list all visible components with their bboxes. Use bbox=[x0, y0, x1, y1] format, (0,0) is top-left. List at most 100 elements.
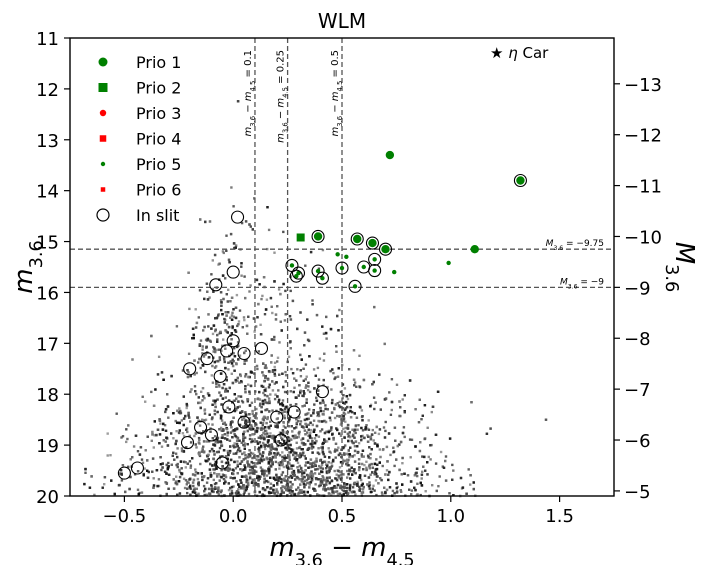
background-star bbox=[238, 354, 242, 357]
background-star bbox=[376, 475, 379, 478]
background-star bbox=[307, 447, 310, 450]
background-star bbox=[191, 473, 195, 476]
background-star bbox=[287, 489, 290, 492]
background-star bbox=[332, 491, 335, 495]
background-star bbox=[330, 426, 333, 429]
background-star bbox=[403, 411, 406, 414]
background-star bbox=[245, 485, 248, 489]
background-star bbox=[289, 443, 292, 447]
background-star bbox=[235, 490, 239, 493]
background-star bbox=[175, 439, 178, 443]
background-star bbox=[342, 459, 346, 463]
background-star bbox=[400, 490, 403, 493]
background-star bbox=[331, 368, 334, 371]
background-star bbox=[224, 329, 227, 332]
background-star bbox=[358, 466, 361, 469]
background-star bbox=[244, 466, 247, 469]
text-segment: − bbox=[323, 533, 361, 563]
background-star bbox=[230, 489, 234, 493]
legend-label: Prio 5 bbox=[136, 155, 181, 174]
background-star bbox=[258, 449, 261, 452]
background-star bbox=[255, 426, 259, 430]
background-star bbox=[223, 433, 227, 436]
background-star bbox=[225, 293, 228, 296]
background-star bbox=[337, 367, 340, 370]
background-star bbox=[189, 466, 192, 469]
background-star bbox=[335, 427, 338, 430]
background-star bbox=[261, 294, 264, 298]
data-point-in-slit bbox=[213, 369, 227, 383]
background-star bbox=[220, 444, 224, 447]
background-star bbox=[234, 246, 237, 249]
background-star bbox=[223, 482, 226, 485]
background-star bbox=[389, 453, 392, 457]
background-star bbox=[243, 444, 246, 447]
right-tick-label: −11 bbox=[624, 177, 662, 198]
background-star bbox=[273, 372, 276, 376]
background-star bbox=[384, 397, 388, 400]
background-star bbox=[310, 477, 314, 480]
background-star bbox=[249, 469, 252, 472]
background-star bbox=[228, 463, 231, 467]
background-star bbox=[165, 472, 168, 475]
background-star bbox=[403, 472, 406, 475]
background-star bbox=[348, 456, 351, 459]
background-star bbox=[255, 470, 258, 473]
y-tick-label: 15 bbox=[36, 233, 59, 254]
background-star bbox=[316, 493, 319, 496]
background-star bbox=[261, 436, 264, 440]
background-star bbox=[273, 397, 277, 401]
background-star bbox=[276, 491, 279, 495]
background-star bbox=[368, 481, 371, 484]
background-star bbox=[439, 450, 443, 454]
background-star bbox=[187, 271, 190, 274]
background-star bbox=[372, 396, 376, 399]
background-star bbox=[374, 401, 377, 404]
background-star bbox=[293, 451, 297, 455]
background-star bbox=[180, 447, 184, 450]
background-star bbox=[309, 481, 313, 484]
background-star bbox=[373, 489, 376, 492]
background-star bbox=[247, 419, 250, 423]
background-star bbox=[303, 494, 307, 497]
background-star bbox=[392, 450, 396, 453]
background-star bbox=[305, 401, 308, 404]
background-star bbox=[199, 401, 202, 404]
background-star bbox=[278, 373, 281, 376]
background-star bbox=[294, 396, 298, 399]
background-star bbox=[227, 368, 230, 371]
background-star bbox=[296, 327, 299, 331]
background-star bbox=[211, 423, 214, 426]
background-star bbox=[182, 417, 186, 420]
background-star bbox=[264, 401, 267, 404]
background-star bbox=[264, 408, 267, 412]
background-star bbox=[187, 352, 191, 355]
background-star bbox=[224, 396, 227, 399]
background-star bbox=[348, 453, 351, 456]
background-star bbox=[274, 454, 277, 457]
background-star bbox=[230, 186, 233, 189]
background-star bbox=[237, 358, 240, 361]
background-star bbox=[190, 388, 193, 391]
background-star bbox=[268, 453, 271, 456]
background-star bbox=[226, 331, 229, 334]
background-star bbox=[334, 477, 338, 480]
background-star bbox=[218, 356, 221, 359]
data-point-in-slit bbox=[315, 271, 329, 285]
background-star bbox=[263, 394, 267, 397]
background-star bbox=[322, 401, 325, 404]
background-star bbox=[234, 378, 237, 382]
background-star bbox=[283, 479, 287, 482]
background-star bbox=[197, 419, 200, 422]
background-star bbox=[243, 489, 246, 493]
background-star bbox=[196, 416, 199, 419]
background-star bbox=[241, 326, 244, 329]
background-star bbox=[225, 468, 228, 472]
background-star bbox=[339, 390, 343, 394]
background-star bbox=[279, 320, 282, 323]
background-star bbox=[278, 476, 281, 479]
background-star bbox=[310, 437, 314, 440]
background-star bbox=[158, 433, 162, 436]
background-star bbox=[354, 431, 357, 435]
background-star bbox=[289, 289, 292, 293]
